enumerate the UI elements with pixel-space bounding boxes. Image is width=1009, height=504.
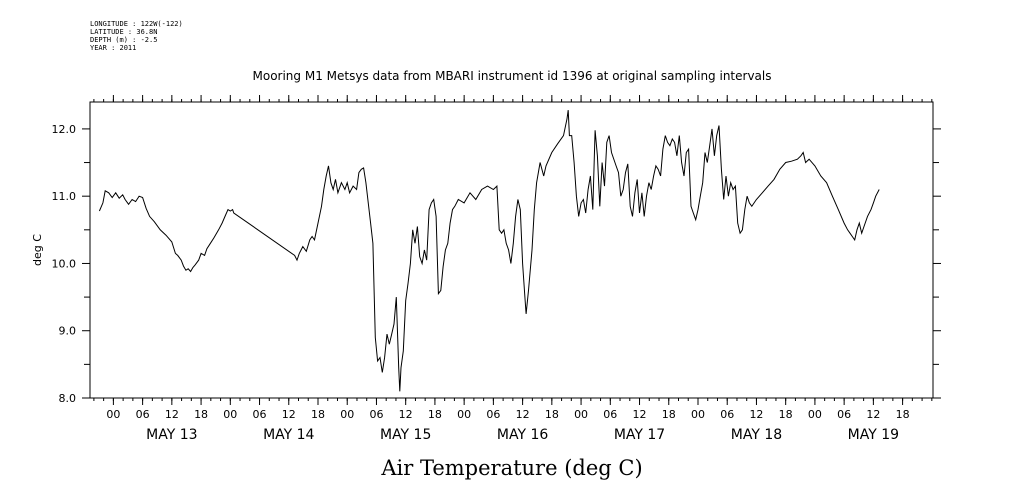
day-label: MAY 15 xyxy=(380,427,431,443)
hour-tick-label: 06 xyxy=(369,408,383,421)
hour-tick-label: 18 xyxy=(311,408,325,421)
x-axis-label: Air Temperature (deg C) xyxy=(380,456,642,480)
hour-tick-label: 00 xyxy=(574,408,588,421)
hour-tick-label: 18 xyxy=(194,408,208,421)
y-tick-label: 10.0 xyxy=(52,257,77,270)
day-label: MAY 16 xyxy=(497,427,548,443)
x-axis: 00 06 12 18 MAY 13 00 06 12 18 MAY 14 00 06 12 18 MAY … xyxy=(106,95,910,443)
day-label: MAY 18 xyxy=(731,427,782,443)
chart-title: Mooring M1 Metsys data from MBARI instru… xyxy=(253,69,772,83)
hour-tick-label: 00 xyxy=(340,408,354,421)
depth-text: DEPTH (m) : -2.5 xyxy=(90,36,158,44)
y-tick-label: 11.0 xyxy=(52,190,77,203)
day-label: MAY 14 xyxy=(263,427,314,443)
hour-tick-label: 06 xyxy=(603,408,617,421)
latitude-text: LATITUDE : 36.8N xyxy=(90,28,158,36)
hour-tick-label: 00 xyxy=(457,408,471,421)
plot-frame xyxy=(89,101,934,399)
day-label: MAY 13 xyxy=(146,427,197,443)
hour-tick-label: 06 xyxy=(720,408,734,421)
hour-tick-label: 18 xyxy=(779,408,793,421)
day-label: MAY 17 xyxy=(614,427,665,443)
hour-tick-label: 00 xyxy=(808,408,822,421)
hour-tick-label: 12 xyxy=(866,408,880,421)
hour-tick-label: 12 xyxy=(633,408,647,421)
hour-tick-label: 18 xyxy=(896,408,910,421)
metadata-block: LONGITUDE : 122W(-122) LATITUDE : 36.8N … xyxy=(90,20,183,52)
hour-tick-label: 18 xyxy=(545,408,559,421)
series-line xyxy=(98,110,880,392)
hour-tick-label: 00 xyxy=(223,408,237,421)
hour-tick-label: 06 xyxy=(253,408,267,421)
hour-tick-label: 00 xyxy=(106,408,120,421)
hour-tick-label: 18 xyxy=(662,408,676,421)
hour-tick-label: 06 xyxy=(837,408,851,421)
hour-tick-label: 12 xyxy=(749,408,763,421)
hour-tick-label: 12 xyxy=(399,408,413,421)
hour-tick-label: 06 xyxy=(486,408,500,421)
y-axis: 8.0 9.0 10.0 11.0 12.0 xyxy=(52,123,941,405)
day-label: MAY 19 xyxy=(848,427,899,443)
hour-tick-label: 12 xyxy=(516,408,530,421)
hour-tick-label: 06 xyxy=(136,408,150,421)
y-tick-label: 9.0 xyxy=(59,325,77,338)
year-text: YEAR : 2011 xyxy=(90,44,137,52)
hour-tick-label: 12 xyxy=(165,408,179,421)
hour-tick-label: 12 xyxy=(282,408,296,421)
hour-tick-label: 00 xyxy=(691,408,705,421)
y-axis-label: deg C xyxy=(31,234,44,266)
y-tick-label: 12.0 xyxy=(52,123,77,136)
longitude-text: LONGITUDE : 122W(-122) xyxy=(90,20,183,28)
y-tick-label: 8.0 xyxy=(59,392,77,405)
hour-tick-label: 18 xyxy=(428,408,442,421)
